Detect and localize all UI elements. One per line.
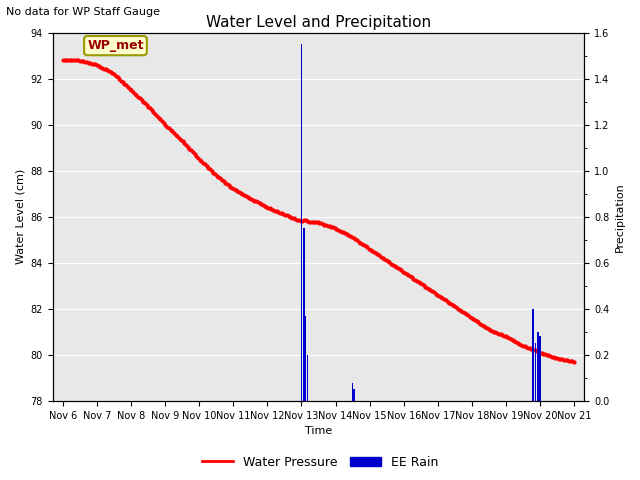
X-axis label: Time: Time: [305, 426, 332, 436]
Bar: [537, 332, 538, 401]
Legend: Water Pressure, EE Rain: Water Pressure, EE Rain: [196, 451, 444, 474]
Bar: [539, 336, 541, 401]
Bar: [305, 316, 307, 401]
Text: No data for WP Staff Gauge: No data for WP Staff Gauge: [6, 7, 161, 17]
Bar: [535, 343, 536, 401]
Bar: [352, 383, 353, 401]
Bar: [307, 355, 308, 401]
Bar: [301, 44, 302, 401]
Title: Water Level and Precipitation: Water Level and Precipitation: [206, 15, 431, 30]
Y-axis label: Water Level (cm): Water Level (cm): [15, 169, 25, 264]
Bar: [353, 389, 355, 401]
Bar: [303, 228, 305, 401]
Y-axis label: Precipitation: Precipitation: [615, 182, 625, 252]
Text: WP_met: WP_met: [87, 39, 144, 52]
Bar: [532, 309, 534, 401]
